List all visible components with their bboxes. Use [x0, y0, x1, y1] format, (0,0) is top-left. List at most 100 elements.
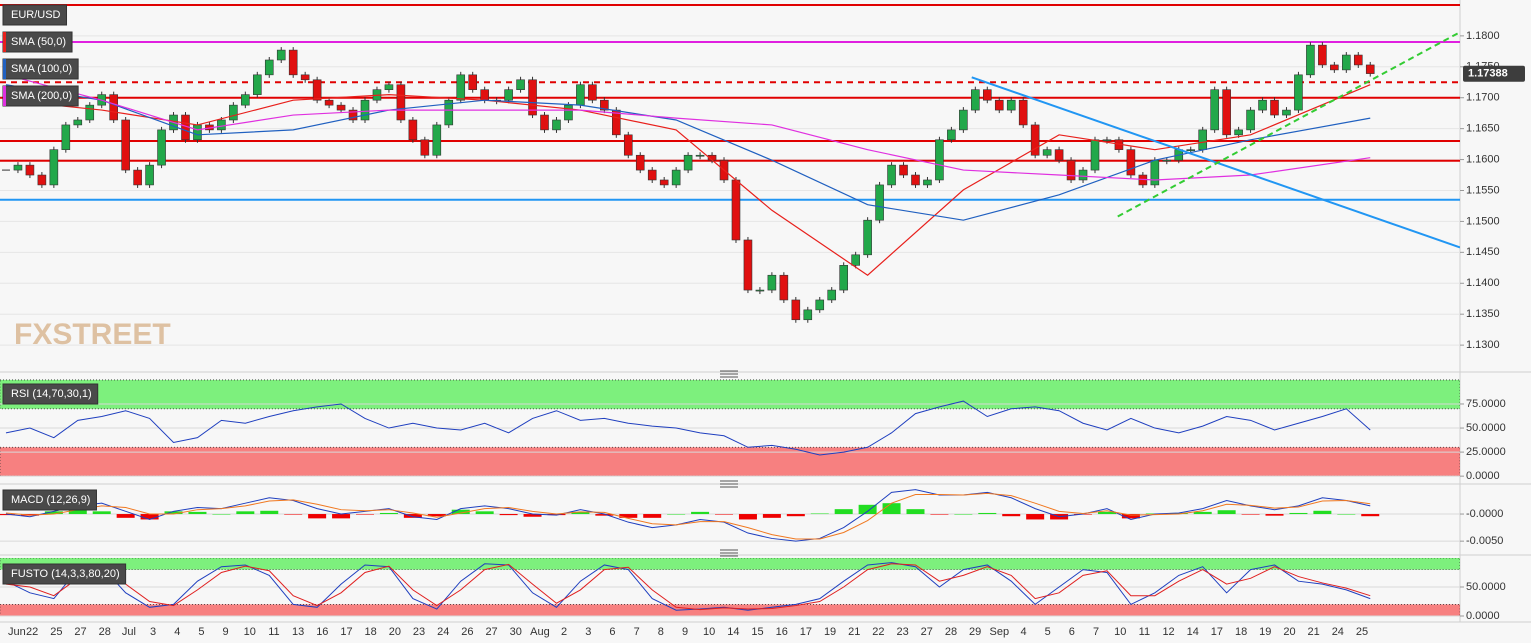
legend-swatch: [3, 59, 6, 79]
x-tick-label: 23: [413, 626, 425, 638]
x-tick-label: 3: [585, 626, 591, 638]
x-tick-label: 9: [682, 626, 688, 638]
x-tick-label: 6: [609, 626, 615, 638]
histogram-bar: [403, 514, 422, 518]
candle: [85, 104, 95, 121]
y-tick-label: 50.0000: [1466, 422, 1506, 434]
histogram-bar: [188, 511, 207, 515]
histogram-bar: [44, 511, 63, 515]
candle: [947, 129, 956, 141]
x-tick-label: 29: [969, 626, 981, 638]
candle: [839, 265, 848, 291]
resize-handle[interactable]: [720, 549, 738, 557]
x-tick-label: 28: [99, 626, 111, 638]
candle: [683, 154, 693, 171]
x-tick-label: 7: [634, 626, 640, 638]
candle: [982, 89, 992, 101]
x-tick-label: 10: [703, 626, 715, 638]
candle: [1150, 159, 1160, 186]
x-tick-label: 28: [945, 626, 957, 638]
candle: [49, 149, 59, 186]
x-tick-label: 21: [1308, 626, 1320, 638]
histogram-bar: [1121, 514, 1140, 519]
y-tick-label: 1.1800: [1466, 30, 1500, 42]
x-tick-label: 25: [1356, 626, 1368, 638]
y-tick-label: 1.1450: [1466, 246, 1500, 258]
x-tick-label: 4: [1020, 626, 1026, 638]
x-tick-label: 10: [1114, 626, 1126, 638]
candle: [827, 289, 837, 301]
x-tick-label: 19: [824, 626, 836, 638]
x-tick-label: 3: [150, 626, 156, 638]
resize-handle[interactable]: [720, 370, 738, 378]
legend-swatch: [3, 32, 6, 52]
candle: [564, 104, 573, 121]
panel: [0, 379, 1460, 477]
histogram-bar: [547, 514, 566, 516]
candle: [971, 89, 980, 111]
histogram-bar: [738, 514, 757, 520]
x-tick-label: 23: [896, 626, 908, 638]
candle: [863, 219, 872, 256]
candle: [671, 169, 681, 186]
candle: [1078, 169, 1088, 181]
y-tick-label: -0.0050: [1466, 535, 1503, 547]
histogram-bar: [619, 514, 638, 518]
histogram-bar: [332, 514, 351, 519]
x-tick-label: 10: [244, 626, 256, 638]
x-tick-label: 22: [26, 626, 38, 638]
candle: [288, 49, 298, 76]
y-tick-label: 50.0000: [1466, 581, 1506, 593]
candle: [336, 104, 346, 111]
histogram-bar: [571, 511, 590, 515]
trendline: [971, 76, 1460, 249]
y-tick-label: 1.1600: [1466, 153, 1500, 165]
candle: [1198, 129, 1208, 150]
y-tick-label: 1.1650: [1466, 123, 1500, 135]
candle: [25, 164, 35, 176]
last-price-label: 1.17388: [1468, 68, 1508, 80]
candle: [360, 99, 370, 121]
panel-label: EUR/USD: [11, 9, 61, 21]
candle: [193, 124, 202, 141]
candle: [1246, 109, 1255, 131]
histogram-bar: [499, 514, 518, 516]
candle: [1342, 54, 1351, 71]
resize-handle[interactable]: [720, 480, 738, 488]
histogram-bar: [523, 514, 542, 517]
x-tick-label: 17: [800, 626, 812, 638]
sma-line: [5, 84, 1371, 276]
panel-label: MACD (12,26,9): [11, 494, 90, 506]
candle: [959, 109, 968, 131]
histogram-bar: [451, 509, 470, 515]
x-tick-label: 16: [776, 626, 788, 638]
histogram-bar: [858, 504, 877, 515]
candle: [803, 309, 813, 321]
panel: [0, 3, 1460, 346]
panel-label: SMA (200,0): [11, 90, 72, 102]
candle: [348, 109, 358, 121]
x-tick-label: Aug: [530, 626, 550, 638]
candle: [612, 109, 621, 136]
y-tick-label: 0.0000: [1466, 470, 1500, 482]
x-tick-label: 17: [1211, 626, 1223, 638]
indicator-line: [5, 563, 1371, 611]
candle: [1222, 89, 1231, 136]
x-tick-label: 7: [1093, 626, 1099, 638]
histogram-bar: [140, 514, 159, 520]
candle: [1282, 109, 1291, 116]
y-tick-label: 1.1700: [1466, 92, 1500, 104]
y-tick-label: -0.0000: [1466, 508, 1503, 520]
candle: [1066, 159, 1076, 181]
histogram-bar: [1361, 514, 1380, 517]
panel-label: RSI (14,70,30,1): [11, 388, 92, 400]
candle: [528, 79, 537, 116]
band: [0, 603, 1460, 617]
candle: [1006, 99, 1016, 111]
candle: [408, 119, 418, 141]
x-tick-label: 30: [510, 626, 522, 638]
candle: [899, 164, 908, 176]
candle: [444, 99, 454, 126]
candle: [300, 74, 310, 81]
